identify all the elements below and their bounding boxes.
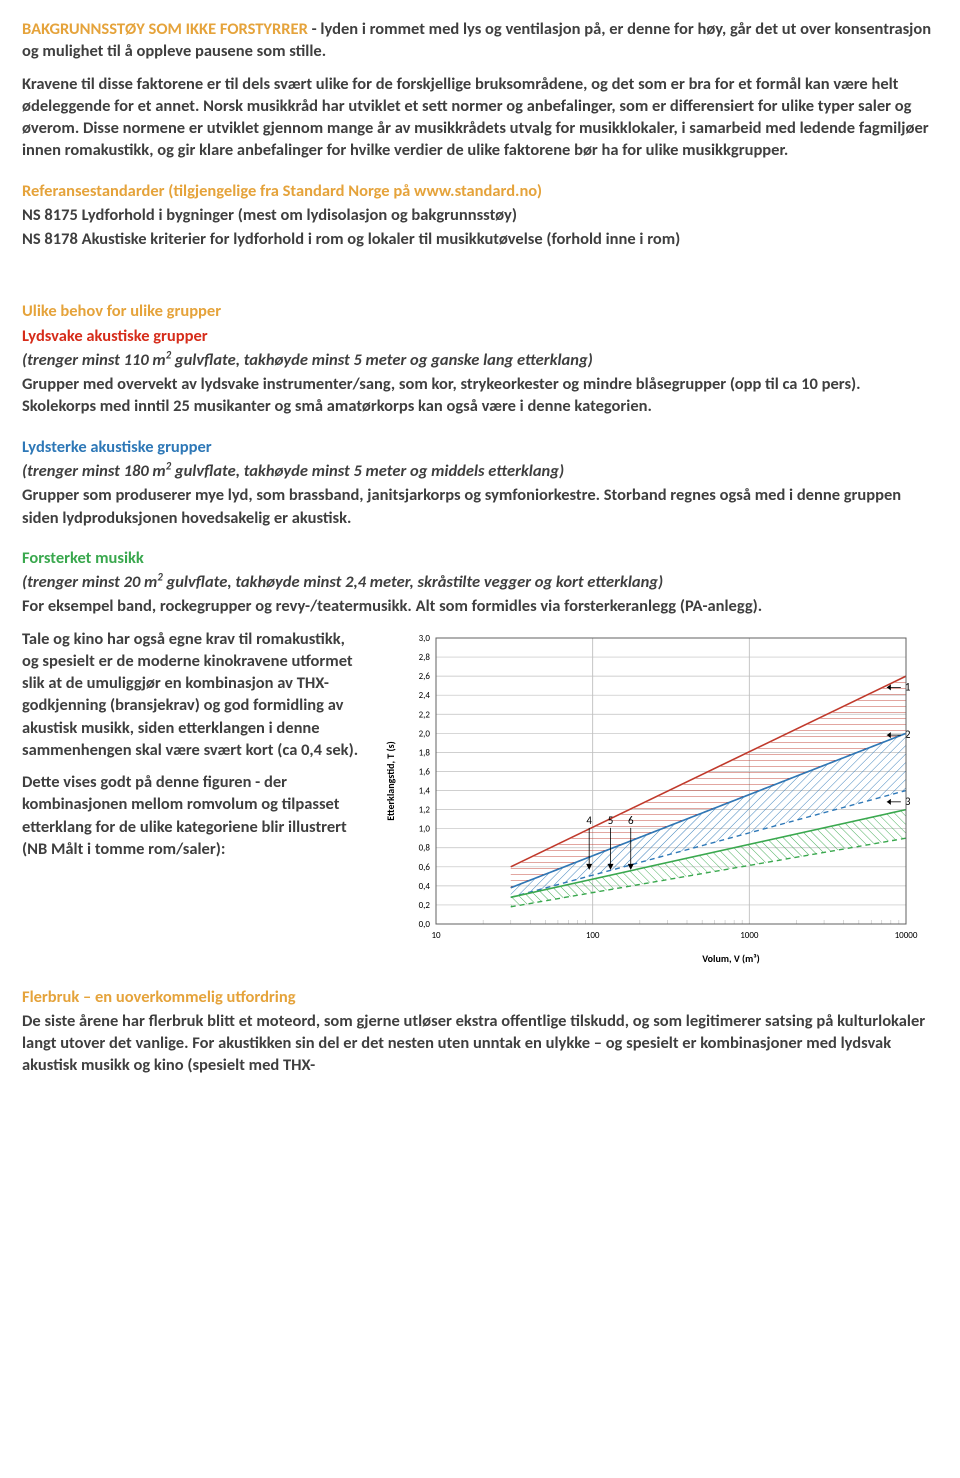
svg-text:1,4: 1,4 — [419, 785, 431, 796]
svg-text:2,8: 2,8 — [419, 652, 431, 663]
para-krav: Kravene til disse faktorene er til dels … — [22, 73, 938, 162]
svg-text:2,6: 2,6 — [419, 671, 431, 682]
svg-text:0,2: 0,2 — [419, 900, 431, 911]
ref-line-1: NS 8175 Lydforhold i bygninger (mest om … — [22, 204, 938, 226]
etterklang-chart: 0,0 0,2 0,4 0,6 0,8 1,0 1,2 1,4 1,6 1,8 2,0 2,2 2,4 2… — [378, 628, 938, 968]
side-para-1: Tale og kino har også egne krav til roma… — [22, 628, 362, 762]
body-flerbruk: De siste årene har flerbruk blitt et mot… — [22, 1010, 938, 1077]
svg-text:5: 5 — [608, 813, 614, 826]
svg-text:2,4: 2,4 — [419, 690, 431, 701]
lead-term: BAKGRUNNSSTØY SOM IKKE FORSTYRRER — [22, 19, 308, 39]
svg-text:0,4: 0,4 — [419, 880, 431, 891]
svg-text:1,6: 1,6 — [419, 766, 431, 777]
body-forsterket: For eksempel band, rockegrupper og revy-… — [22, 595, 938, 617]
subheading-forsterket: Forsterket musikk — [22, 547, 938, 569]
svg-text:Etterklangstid, T (s): Etterklangstid, T (s) — [384, 741, 397, 820]
ref-line-2: NS 8178 Akustiske kriterier for lydforho… — [22, 228, 938, 250]
svg-text:1,8: 1,8 — [419, 747, 431, 758]
svg-text:Volum, V (m³): Volum, V (m³) — [702, 952, 760, 965]
svg-text:4: 4 — [586, 813, 592, 826]
req-lydsvake: (trenger minst 110 m2 gulvflate, takhøyd… — [22, 349, 938, 371]
heading-ulike: Ulike behov for ulike grupper — [22, 300, 938, 322]
heading-referanse: Referansestandarder (tilgjengelige fra S… — [22, 180, 938, 202]
subheading-lydsterke: Lydsterke akustiske grupper — [22, 436, 938, 458]
heading-flerbruk: Flerbruk – en uoverkommelig utfordring — [22, 986, 938, 1008]
svg-text:2,2: 2,2 — [419, 709, 431, 720]
svg-text:0,0: 0,0 — [419, 919, 431, 930]
svg-text:1000: 1000 — [740, 930, 759, 941]
svg-text:0,8: 0,8 — [419, 842, 431, 853]
subheading-lydsvake: Lydsvake akustiske grupper — [22, 325, 938, 347]
svg-text:100: 100 — [586, 930, 600, 941]
svg-text:10: 10 — [431, 930, 441, 941]
body-lydsvake: Grupper med overvekt av lydsvake instrum… — [22, 373, 938, 418]
svg-text:3,0: 3,0 — [419, 633, 431, 644]
side-para-2: Dette vises godt på denne figuren - der … — [22, 771, 362, 860]
svg-text:0,6: 0,6 — [419, 861, 431, 872]
req-lydsterke: (trenger minst 180 m2 gulvflate, takhøyd… — [22, 460, 938, 482]
para-bakgrunnsstoy: BAKGRUNNSSTØY SOM IKKE FORSTYRRER - lyde… — [22, 18, 938, 63]
svg-text:2,0: 2,0 — [419, 728, 431, 739]
svg-text:6: 6 — [628, 813, 634, 826]
body-lydsterke: Grupper som produserer mye lyd, som bras… — [22, 484, 938, 529]
svg-text:10000: 10000 — [895, 930, 918, 941]
svg-text:1,0: 1,0 — [419, 823, 431, 834]
svg-text:1,2: 1,2 — [419, 804, 431, 815]
req-forsterket: (trenger minst 20 m2 gulvflate, takhøyde… — [22, 571, 938, 593]
